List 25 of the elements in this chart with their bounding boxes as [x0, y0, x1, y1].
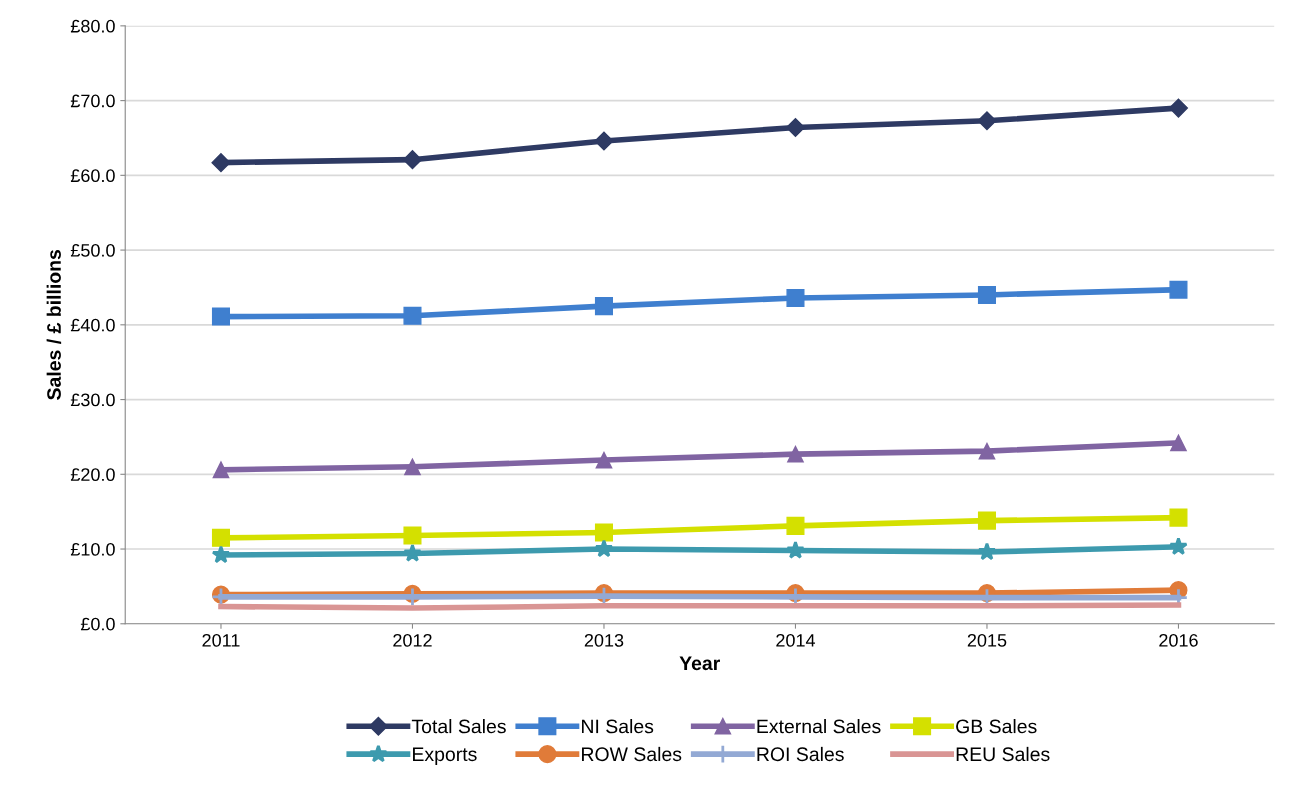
legend-label: NI Sales	[582, 719, 654, 734]
legend-label: Total Sales	[411, 719, 506, 734]
x-tick-label: 2011	[202, 633, 240, 647]
legend-label: External Sales	[757, 719, 881, 734]
y-tick-label: £30.0	[70, 393, 115, 407]
legend-label: ROI Sales	[757, 746, 844, 762]
y-tick-label: £10.0	[70, 542, 115, 556]
x-tick-label: 2014	[776, 633, 816, 647]
y-tick-label: £60.0	[70, 169, 115, 183]
x-tick-label: 2015	[967, 633, 1007, 647]
y-tick-label: £40.0	[70, 318, 115, 332]
x-tick-label: 2013	[584, 633, 624, 647]
x-tick-label: 2012	[393, 633, 432, 647]
y-axis-title: Sales / £ billions	[46, 249, 62, 400]
y-tick-label: £50.0	[70, 244, 115, 257]
y-tick-label: £20.0	[70, 468, 115, 482]
x-axis-title: Year	[679, 656, 720, 671]
legend-label: Exports	[413, 747, 477, 765]
legend-label: GB Sales	[956, 719, 1037, 734]
legend-label: REU Sales	[956, 746, 1050, 762]
x-tick-label: 2016	[1159, 633, 1198, 647]
y-tick-label: £70.0	[70, 94, 115, 108]
legend-label: ROW Sales	[582, 746, 682, 762]
y-tick-label: £0.0	[80, 617, 115, 631]
y-tick-label: £80.0	[70, 19, 115, 33]
